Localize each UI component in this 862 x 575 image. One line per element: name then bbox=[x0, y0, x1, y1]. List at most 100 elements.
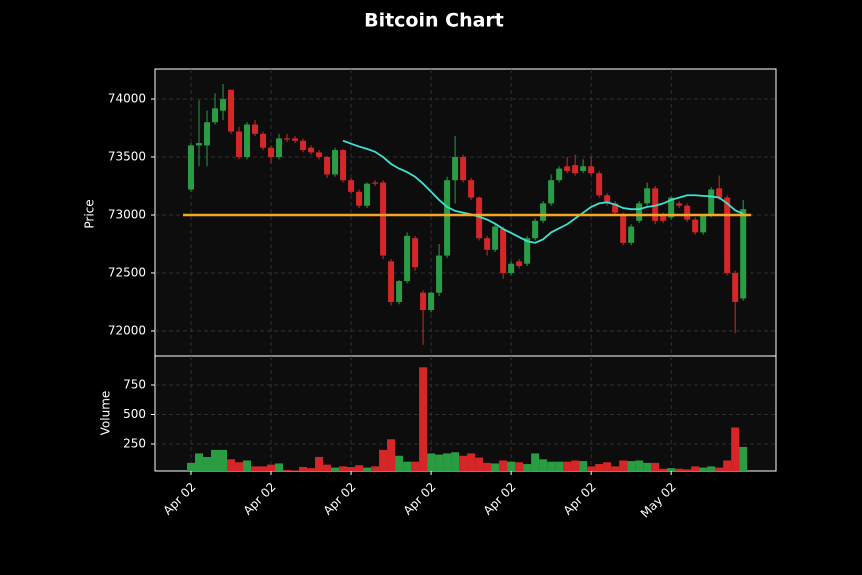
candle-body bbox=[204, 122, 211, 146]
volume-bar bbox=[667, 468, 676, 471]
volume-bar bbox=[659, 468, 668, 471]
volume-tick-label: 250 bbox=[123, 436, 146, 450]
candle-body bbox=[372, 182, 379, 184]
volume-bar bbox=[571, 460, 580, 471]
chart-title: Bitcoin Chart bbox=[364, 10, 504, 32]
volume-bar bbox=[275, 463, 284, 471]
candle-body bbox=[676, 203, 683, 206]
volume-bar bbox=[315, 456, 324, 471]
candle-body bbox=[428, 292, 435, 311]
candle-body bbox=[668, 197, 675, 218]
volume-bar bbox=[547, 461, 556, 471]
volume-axis-label: Volume bbox=[99, 391, 113, 436]
candle-body bbox=[644, 188, 651, 204]
volume-bar bbox=[627, 461, 636, 471]
candle-body bbox=[324, 157, 331, 175]
candle-body bbox=[532, 220, 539, 239]
y-tick-label: 72000 bbox=[108, 323, 146, 337]
candle-body bbox=[396, 281, 403, 302]
volume-bar bbox=[283, 469, 292, 471]
candle-body bbox=[276, 138, 283, 158]
candle-body bbox=[572, 165, 579, 174]
y-tick-label: 73000 bbox=[108, 207, 146, 221]
volume-bar bbox=[579, 461, 588, 471]
volume-panel bbox=[154, 355, 777, 472]
candle-body bbox=[604, 195, 611, 204]
y-tick-label: 72500 bbox=[108, 265, 146, 279]
volume-bar bbox=[419, 367, 428, 471]
volume-bar bbox=[643, 462, 652, 471]
volume-bar bbox=[267, 464, 276, 471]
volume-bar bbox=[715, 467, 724, 471]
volume-bar bbox=[211, 449, 220, 471]
candle-body bbox=[348, 180, 355, 192]
volume-bar bbox=[427, 453, 436, 471]
volume-bar bbox=[651, 462, 660, 471]
candle-body bbox=[268, 147, 275, 158]
candle-body bbox=[708, 189, 715, 215]
volume-bar bbox=[531, 453, 540, 471]
volume-bar bbox=[731, 427, 740, 471]
candle-body bbox=[284, 138, 291, 140]
candle-body bbox=[580, 166, 587, 171]
volume-bar bbox=[739, 446, 748, 471]
volume-bar bbox=[435, 454, 444, 471]
candle-body bbox=[540, 203, 547, 221]
candle-body bbox=[452, 157, 459, 181]
volume-bar bbox=[507, 461, 516, 471]
volume-bar bbox=[339, 466, 348, 471]
candle-body bbox=[436, 255, 443, 293]
candle-body bbox=[404, 235, 411, 282]
candle-body bbox=[460, 157, 467, 181]
volume-bar bbox=[299, 466, 308, 471]
volume-bar bbox=[611, 466, 620, 471]
candle-body bbox=[516, 261, 523, 267]
candle-body bbox=[716, 188, 723, 198]
candle-body bbox=[292, 138, 299, 141]
volume-bar bbox=[243, 460, 252, 471]
candle-body bbox=[420, 292, 427, 311]
volume-bar bbox=[355, 465, 364, 471]
candle-body bbox=[652, 188, 659, 221]
volume-bar bbox=[723, 460, 732, 471]
candle-body bbox=[588, 166, 595, 174]
volume-bar bbox=[563, 461, 572, 471]
candle-body bbox=[724, 197, 731, 273]
volume-bar bbox=[467, 453, 476, 471]
volume-bar bbox=[323, 464, 332, 471]
candle-body bbox=[236, 131, 243, 158]
volume-bar bbox=[363, 467, 372, 471]
moving-average bbox=[342, 139, 744, 244]
candle-body bbox=[468, 180, 475, 198]
volume-bar bbox=[251, 466, 260, 471]
volume-bar bbox=[483, 462, 492, 471]
candle-body bbox=[740, 209, 747, 299]
volume-bar bbox=[691, 466, 700, 471]
candle-body bbox=[212, 108, 219, 123]
candle-body bbox=[252, 124, 259, 134]
candle-body bbox=[548, 180, 555, 204]
volume-tick-label: 750 bbox=[123, 378, 146, 392]
candle-body bbox=[444, 180, 451, 256]
volume-bar bbox=[403, 461, 412, 471]
candle-body bbox=[332, 150, 339, 175]
candle-body bbox=[500, 228, 507, 273]
volume-bar bbox=[515, 462, 524, 471]
volume-bar bbox=[707, 466, 716, 471]
y-tick-label: 74000 bbox=[108, 92, 146, 106]
volume-bar bbox=[387, 439, 396, 471]
volume-bar bbox=[395, 455, 404, 471]
volume-bar bbox=[587, 466, 596, 471]
y-axis-label: Price bbox=[83, 199, 97, 228]
volume-bar bbox=[683, 469, 692, 471]
candle-body bbox=[492, 226, 499, 250]
volume-bar bbox=[459, 455, 468, 471]
candle-body bbox=[380, 182, 387, 256]
volume-bar bbox=[235, 462, 244, 471]
volume-bar bbox=[307, 468, 316, 471]
volume-bar bbox=[619, 460, 628, 471]
volume-bar bbox=[195, 453, 204, 471]
volume-bar bbox=[227, 459, 236, 471]
candle-body bbox=[484, 238, 491, 250]
